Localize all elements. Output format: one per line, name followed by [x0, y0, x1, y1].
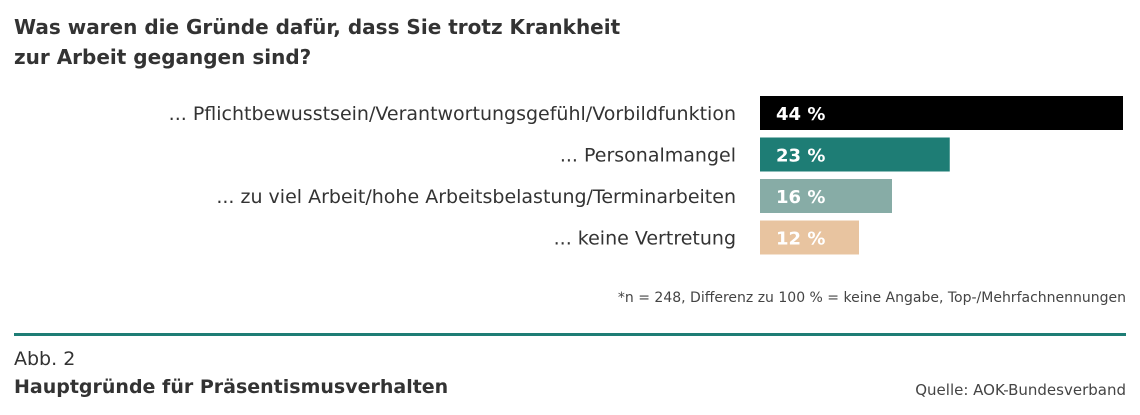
- chart-footnote: *n = 248, Differenz zu 100 % = keine Ang…: [617, 290, 1126, 306]
- value-label: 12 %: [776, 229, 825, 250]
- chart-title: Was waren die Gründe dafür, dass Sie tro…: [14, 12, 634, 72]
- chart-title-line-2: zur Arbeit gegangen sind?: [14, 45, 312, 69]
- bar: [760, 179, 892, 213]
- value-label: 44 %: [776, 104, 825, 125]
- category-label: ... zu viel Arbeit/hohe Arbeitsbelastung…: [216, 186, 736, 208]
- category-label: ... Personalmangel: [560, 145, 736, 167]
- figure-title: Hauptgründe für Präsentismusverhalten: [14, 376, 449, 398]
- bar: [760, 96, 1123, 130]
- value-label: 16 %: [776, 187, 825, 208]
- category-label: ... Pflichtbewusstsein/Verantwortungsgef…: [169, 103, 736, 125]
- bar: [760, 137, 950, 172]
- figure-number: Abb. 2: [14, 348, 76, 370]
- bar-chart: ... Pflichtbewusstsein/Verantwortungsgef…: [169, 96, 1123, 255]
- value-label: 23 %: [776, 146, 825, 167]
- chart-title-line-1: Was waren die Gründe dafür, dass Sie tro…: [14, 15, 621, 39]
- bar: [760, 220, 859, 255]
- source-label: Quelle: AOK-Bundesverband: [915, 381, 1126, 399]
- divider-line: [14, 333, 1126, 336]
- category-label: ... keine Vertretung: [554, 228, 736, 250]
